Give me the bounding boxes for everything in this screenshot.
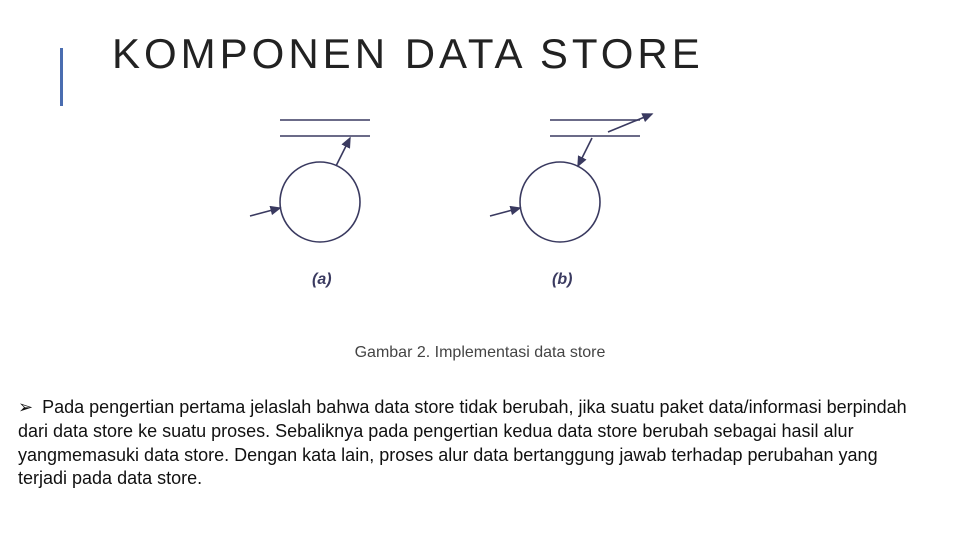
title-accent-bar: [60, 48, 63, 106]
diagram-area: (a) (b): [0, 108, 960, 338]
page-title: KOMPONEN DATA STORE: [112, 30, 704, 78]
diagram-svg: (a) (b): [220, 108, 740, 298]
bullet-icon: ➢: [18, 397, 33, 417]
title-container: KOMPONEN DATA STORE: [112, 30, 704, 78]
diagram-panel-a: (a): [250, 120, 370, 288]
figure-caption: Gambar 2. Implementasi data store: [0, 344, 960, 362]
body-text: Pada pengertian pertama jelaslah bahwa d…: [18, 397, 907, 488]
diagram-panel-b: (b): [490, 114, 652, 288]
body-text-container: ➢ Pada pengertian pertama jelaslah bahwa…: [18, 396, 920, 491]
body-paragraph: ➢ Pada pengertian pertama jelaslah bahwa…: [18, 396, 920, 491]
svg-text:(b): (b): [552, 271, 572, 288]
svg-text:(a): (a): [312, 271, 332, 288]
